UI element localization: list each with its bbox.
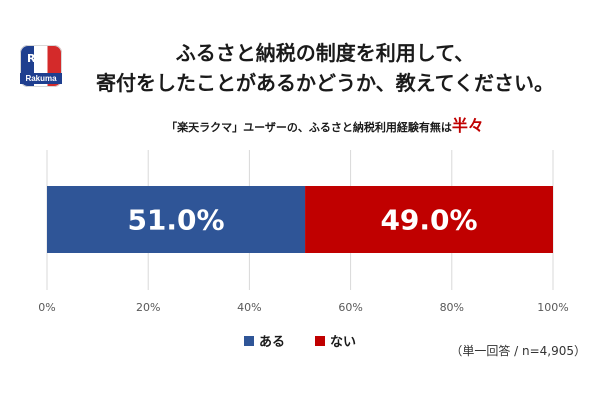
x-tick-label: 20% bbox=[136, 301, 160, 314]
chart-legend: ある ない bbox=[0, 331, 600, 350]
legend-label-aru: ある bbox=[258, 335, 285, 350]
chart-title: ふるさと納税の制度を利用して、 寄付をしたことがあるかどうか、教えてください。 bbox=[75, 38, 575, 98]
chart-bars: 51.0% 49.0% bbox=[47, 186, 553, 253]
logo-brand-text: Rakuma bbox=[20, 73, 62, 84]
bar-segment-aru bbox=[47, 186, 306, 253]
legend-item-nai: ない bbox=[315, 331, 356, 350]
x-tick-label: 40% bbox=[237, 301, 261, 314]
x-tick-label: 80% bbox=[440, 301, 464, 314]
chart-subtitle: 「楽天ラクマ」ユーザーの、ふるさと納税利用経験有無は半々 bbox=[75, 112, 575, 136]
logo-letter: R bbox=[27, 52, 36, 65]
legend-swatch-nai bbox=[315, 335, 325, 346]
footnote: （単一回答 / n=4,905） bbox=[450, 344, 586, 358]
data-label-aru: 51.0% bbox=[127, 204, 224, 237]
legend-swatch-aru bbox=[243, 335, 254, 346]
subtitle-text: 「楽天ラクマ」ユーザーの、ふるさと納税利用経験有無は bbox=[166, 121, 452, 134]
subtitle-highlight: 半々 bbox=[451, 116, 484, 135]
data-label-nai: 49.0% bbox=[380, 204, 477, 237]
title-line-1: ふるさと納税の制度を利用して、 bbox=[175, 41, 475, 65]
title-line-2: 寄付をしたことがあるかどうか、教えてください。 bbox=[96, 71, 554, 95]
bar-segment-nai bbox=[305, 186, 553, 253]
x-tick-label: 100% bbox=[537, 301, 568, 314]
legend-label-nai: ない bbox=[330, 335, 357, 350]
x-axis-ticks: 0% 20% 40% 60% 80% 100% bbox=[38, 301, 568, 314]
legend-item-aru: ある bbox=[243, 331, 285, 350]
x-tick-label: 0% bbox=[38, 301, 55, 314]
rakuma-logo: R Rakuma bbox=[20, 45, 62, 87]
x-tick-label: 60% bbox=[338, 301, 362, 314]
